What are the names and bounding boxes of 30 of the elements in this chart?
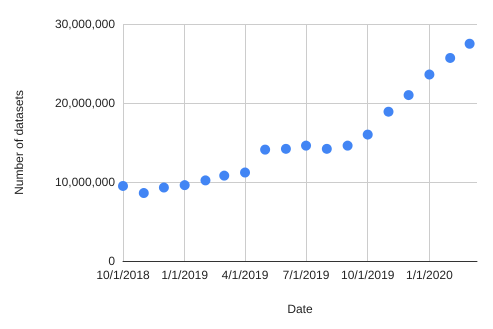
y-tick-label: 20,000,000 [54, 96, 116, 110]
x-tick-label: 1/1/2020 [406, 268, 454, 282]
y-tick-label: 30,000,000 [54, 17, 116, 31]
point [260, 144, 270, 155]
point [445, 52, 456, 63]
x-tick-label: 1/1/2019 [161, 268, 208, 282]
point [280, 144, 291, 154]
point [322, 144, 332, 154]
point [342, 140, 353, 151]
y-tick-label: 0 [108, 254, 116, 268]
point [219, 170, 230, 181]
point [200, 175, 210, 186]
x-tick-label: 4/1/2019 [222, 268, 269, 282]
point [362, 130, 373, 140]
point [118, 180, 128, 191]
x-tick-label: 7/1/2019 [282, 268, 330, 282]
point [464, 38, 475, 49]
point [301, 140, 312, 151]
point [158, 182, 169, 193]
x-tick-label: 10/1/2018 [96, 268, 150, 282]
point [180, 180, 190, 190]
y-axis-title: Number of datasets [12, 90, 26, 195]
x-tick-label: 10/1/2019 [341, 268, 395, 282]
point [138, 188, 149, 198]
x-axis-title: Date [287, 302, 313, 316]
point [240, 168, 250, 178]
point [424, 70, 434, 80]
point [384, 106, 394, 117]
point [404, 90, 414, 100]
y-tick-label: 10,000,000 [54, 175, 116, 189]
